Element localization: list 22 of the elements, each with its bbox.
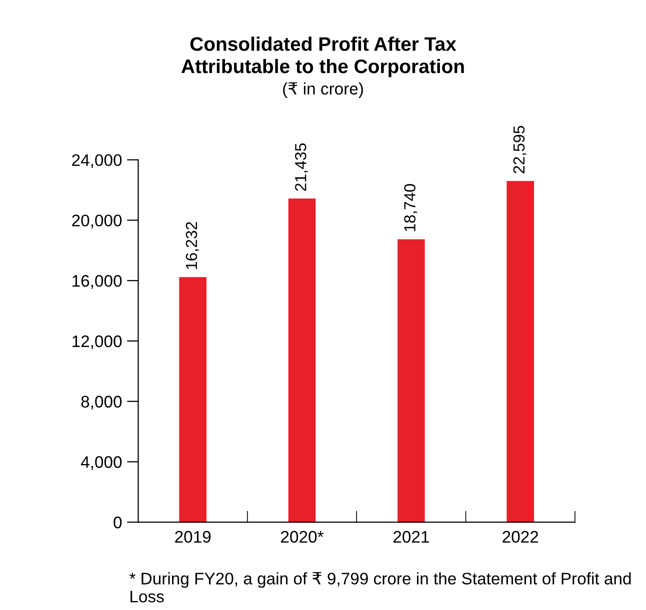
y-tick-label: 20,000	[72, 214, 122, 228]
data-label: 22,595	[513, 126, 527, 174]
y-tick-label: 24,000	[72, 154, 122, 168]
y-tick-label: 8,000	[81, 396, 122, 410]
x-tick-label: 2019	[175, 530, 211, 543]
data-label: 18,740	[404, 184, 418, 232]
bar	[179, 277, 206, 522]
bar	[506, 181, 534, 522]
chart-subtitle: (₹ in crore)	[283, 82, 363, 98]
y-tick-label: 4,000	[80, 456, 122, 470]
data-label: 21,435	[294, 143, 308, 191]
chart-title: Consolidated Profit After Tax Attributable to the Corporation	[181, 36, 464, 78]
bar	[288, 198, 316, 522]
y-tick-label: 16,000	[72, 275, 122, 289]
data-label: 16,232	[186, 222, 200, 269]
bar	[398, 239, 425, 522]
x-tick-label: 2022	[502, 530, 538, 543]
x-tick-label: 2021	[393, 530, 429, 543]
text: * During FY20, a gain of ₹ 9,799 crore in the Statement of Profit and Loss	[129, 572, 631, 602]
y-tick-label: 12,000	[72, 335, 122, 350]
y-tick-label: 0	[114, 516, 122, 528]
x-tick-label: 2020*	[281, 530, 324, 543]
